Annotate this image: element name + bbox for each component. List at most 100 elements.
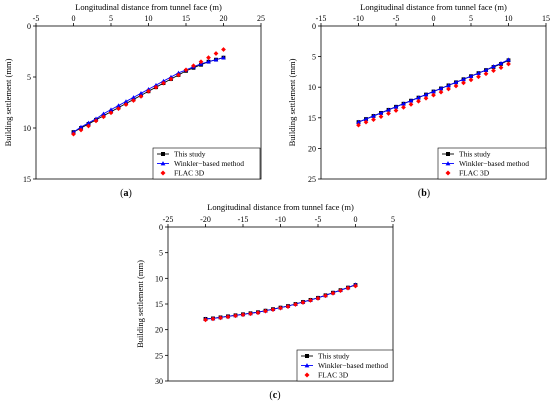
series-flac xyxy=(203,283,358,323)
data-point xyxy=(363,116,369,121)
y-tick-label: 25 xyxy=(155,351,163,360)
y-tick-label: 15 xyxy=(155,300,163,309)
series-winkler xyxy=(356,57,511,124)
legend-label: This study xyxy=(459,150,491,159)
x-tick-label: 15 xyxy=(542,14,550,23)
legend-marker xyxy=(160,170,166,176)
data-point xyxy=(176,72,181,78)
legend-entry: This study xyxy=(301,352,350,361)
x-tick-label: 20 xyxy=(220,14,228,23)
series-flac xyxy=(71,47,226,137)
data-point xyxy=(393,104,399,109)
data-point xyxy=(123,99,129,104)
data-point xyxy=(138,91,144,96)
y-tick-label: 0 xyxy=(159,223,163,232)
data-point xyxy=(300,300,306,305)
y-tick-label: 20 xyxy=(155,326,163,335)
x-axis-title: Longitudinal distance from tunnel face (… xyxy=(360,2,507,12)
y-tick-label: 5 xyxy=(312,53,316,62)
panel-b: Longitudinal distance from tunnel face (… xyxy=(287,2,550,199)
x-tick-label: 5 xyxy=(109,14,113,23)
legend-entry: Winkler−based method xyxy=(301,361,388,370)
mark-group xyxy=(356,57,511,128)
y-tick-label: 15 xyxy=(23,175,31,184)
y-axis-title: Building settlement (mm) xyxy=(135,260,145,348)
data-point xyxy=(191,63,196,69)
legend-entry: Winkler−based method xyxy=(442,159,529,168)
y-tick-label: 15 xyxy=(308,114,316,123)
data-point xyxy=(116,103,121,108)
data-point xyxy=(378,110,384,115)
legend-marker xyxy=(160,161,166,166)
data-point xyxy=(161,80,166,86)
y-tick-label: 0 xyxy=(312,22,316,31)
data-point xyxy=(293,302,298,307)
legend-label: FLAC 3D xyxy=(459,169,490,178)
data-point xyxy=(506,61,511,67)
data-point xyxy=(408,98,414,103)
data-point xyxy=(498,65,504,70)
data-point xyxy=(401,101,406,106)
data-point xyxy=(506,57,511,62)
legend-label: Winkler−based method xyxy=(174,159,244,168)
data-point xyxy=(386,111,391,116)
data-point xyxy=(371,117,376,123)
data-point xyxy=(153,84,159,90)
data-point xyxy=(78,127,84,133)
data-point xyxy=(240,312,246,318)
legend-label: This study xyxy=(174,150,206,159)
data-point xyxy=(308,298,313,303)
y-tick-label: 20 xyxy=(308,144,316,153)
data-point xyxy=(203,317,208,323)
data-point xyxy=(416,95,421,100)
data-point xyxy=(446,86,451,92)
data-point xyxy=(108,110,114,116)
legend-label: This study xyxy=(318,352,350,361)
data-point xyxy=(233,313,238,319)
legend-entry: This study xyxy=(157,150,206,159)
mark-group xyxy=(71,47,226,137)
y-axis-title: Building settlement (mm) xyxy=(3,58,13,146)
data-point xyxy=(101,111,106,116)
legend-marker xyxy=(445,161,451,166)
data-point xyxy=(168,76,174,82)
x-tick-label: -5 xyxy=(33,14,40,23)
x-tick-label: -25 xyxy=(163,215,174,224)
legend-label: FLAC 3D xyxy=(318,371,349,380)
data-point xyxy=(221,55,226,60)
data-point xyxy=(315,295,321,301)
data-point xyxy=(461,80,466,86)
legend-marker xyxy=(161,152,165,156)
legend-entry: FLAC 3D xyxy=(445,169,490,178)
data-point xyxy=(248,311,253,317)
series-line xyxy=(205,284,356,320)
data-point xyxy=(270,307,276,313)
x-tick-label: -10 xyxy=(353,14,364,23)
data-point xyxy=(213,51,219,56)
data-point xyxy=(468,73,474,79)
legend-marker xyxy=(445,170,451,176)
x-tick-label: 5 xyxy=(391,215,395,224)
data-point xyxy=(353,283,358,289)
series-this_study xyxy=(203,283,358,321)
x-tick-label: 0 xyxy=(72,14,76,23)
data-point xyxy=(93,118,99,124)
legend-entry: FLAC 3D xyxy=(160,169,205,178)
data-point xyxy=(491,64,496,69)
y-tick-label: 5 xyxy=(27,73,31,82)
data-point xyxy=(323,293,328,299)
data-point xyxy=(453,80,459,85)
data-point xyxy=(78,124,84,129)
legend-marker xyxy=(305,354,309,358)
y-tick-label: 25 xyxy=(308,175,316,184)
panel-label: (b) xyxy=(418,188,430,199)
data-point xyxy=(206,55,211,60)
data-point xyxy=(483,67,489,72)
data-point xyxy=(491,68,496,74)
data-point xyxy=(431,89,436,94)
data-point xyxy=(483,71,489,77)
